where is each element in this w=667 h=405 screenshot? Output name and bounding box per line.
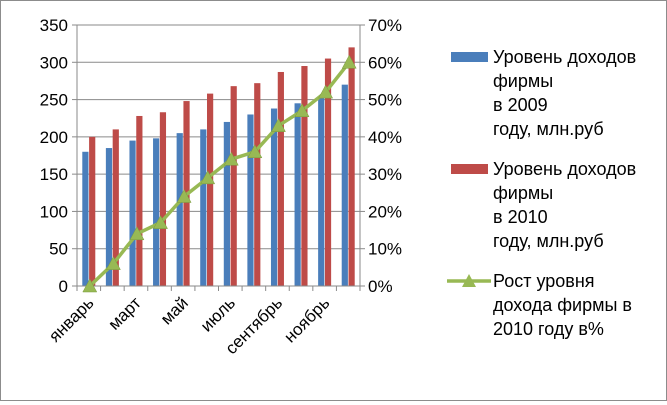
legend-label: Уровень доходов	[493, 47, 636, 67]
x-tick-label: март	[104, 293, 144, 333]
legend-label: дохода фирмы в	[493, 295, 632, 315]
growth-point	[129, 226, 145, 241]
legend-label: в 2010	[493, 207, 548, 227]
legend-label: 2010 году в%	[493, 319, 604, 339]
bar-2010	[277, 71, 284, 286]
bar-2009	[129, 140, 136, 286]
growth-point	[105, 256, 121, 270]
bar-2009	[270, 108, 278, 287]
x-tick-label: июль	[197, 293, 239, 335]
right-tick-label: 10%	[368, 240, 402, 259]
bar-2010	[112, 129, 119, 286]
legend-label: году, млн.руб	[493, 119, 604, 139]
growth-point	[341, 54, 357, 69]
bar-2009	[318, 98, 325, 286]
bar-2009	[341, 84, 348, 287]
left-tick-label: 150	[40, 165, 68, 184]
bar-2010	[89, 136, 96, 286]
left-tick-label: 200	[40, 128, 68, 147]
legend-label: в 2009	[493, 95, 548, 115]
bar-2009	[176, 133, 183, 286]
left-tick-label: 300	[40, 53, 68, 72]
bar-2010	[301, 66, 308, 286]
legend-label: фирмы	[493, 71, 553, 91]
left-tick-label: 250	[40, 91, 68, 110]
legend-marker	[462, 274, 476, 287]
growth-point	[82, 278, 98, 293]
legend-label: Уровень доходов	[493, 159, 636, 179]
bar-2009	[294, 103, 301, 286]
left-tick-label: 50	[49, 240, 68, 259]
bar-2010	[136, 115, 143, 286]
legend-label: Рост уровня	[493, 271, 595, 291]
right-tick-label: 50%	[368, 91, 402, 110]
legend-swatch	[451, 52, 488, 62]
left-tick-label: 100	[40, 202, 68, 221]
growth-point	[247, 144, 263, 159]
left-tick-label: 350	[40, 16, 68, 35]
x-tick-label: май	[157, 293, 192, 328]
bar-2009	[223, 121, 230, 286]
bar-2010	[348, 47, 355, 286]
bar-2009	[200, 129, 207, 286]
bar-2009	[247, 114, 254, 286]
right-tick-label: 0%	[368, 277, 393, 296]
legend-swatch	[451, 164, 488, 174]
bar-2010	[254, 83, 261, 286]
bar-2010	[159, 112, 167, 287]
growth-point	[200, 170, 216, 185]
right-tick-label: 60%	[368, 53, 402, 72]
right-tick-label: 40%	[368, 128, 402, 147]
growth-line	[82, 54, 357, 293]
growth-point	[294, 103, 310, 118]
x-tick-label: январь	[45, 293, 98, 346]
bar-2009	[105, 148, 113, 286]
bar-2010	[207, 93, 214, 286]
legend-entry: Уровень доходов фирмы в 2009 году, млн.руб	[451, 47, 636, 139]
x-tick-label: ноябрь	[280, 293, 333, 346]
growth-point	[153, 215, 168, 229]
growth-point	[223, 151, 239, 166]
growth-point	[271, 118, 286, 132]
bar-2010	[230, 86, 237, 286]
bar-2009	[153, 138, 160, 286]
legend-entry: Рост уровня дохода фирмы в 2010 году в%	[447, 271, 632, 339]
right-tick-label: 70%	[368, 16, 402, 35]
gridlines	[77, 24, 360, 250]
left-tick-label: 0	[59, 277, 68, 296]
legend-label: фирмы	[493, 183, 553, 203]
right-tick-label: 20%	[368, 202, 402, 221]
legend-label: году, млн.руб	[493, 231, 604, 251]
bar-2009	[82, 151, 89, 286]
right-tick-label: 30%	[368, 165, 402, 184]
growth-point	[318, 84, 334, 99]
bar-2010	[324, 58, 332, 286]
growth-point	[176, 188, 192, 203]
legend-entry: Уровень доходов фирмы в 2010 году, млн.руб	[451, 159, 636, 251]
